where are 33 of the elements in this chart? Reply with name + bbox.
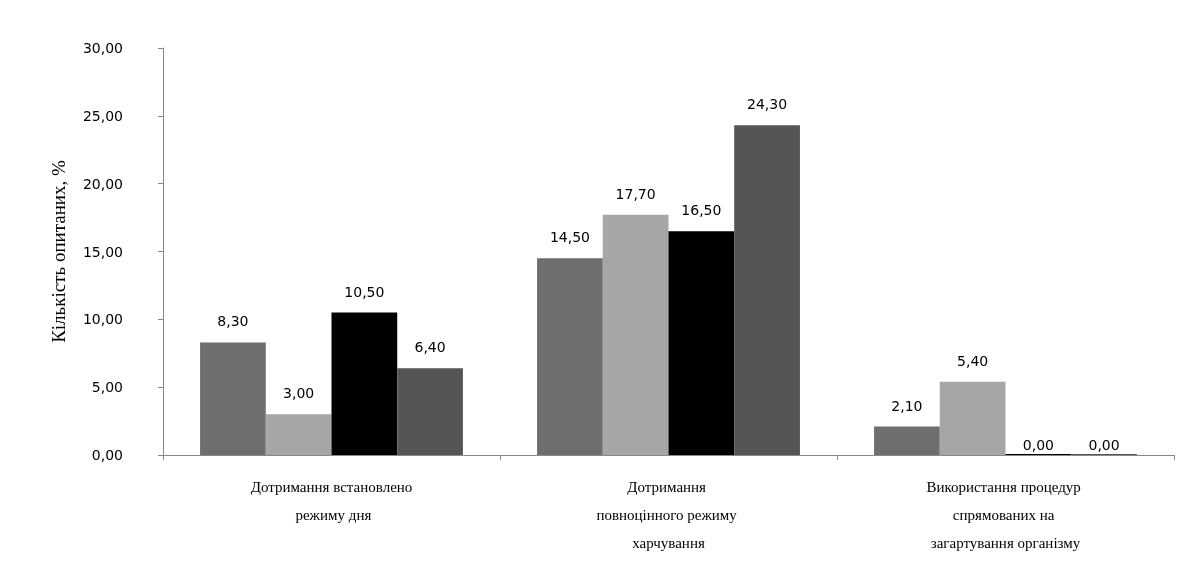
y-tick-label: 10,00 <box>82 311 123 328</box>
data-label: 5,40 <box>957 352 989 369</box>
y-tick-label: 25,00 <box>82 107 123 124</box>
data-label: 10,50 <box>344 283 385 300</box>
data-label: 0,00 <box>1022 437 1054 453</box>
data-label: 14,50 <box>549 229 590 246</box>
data-label: 6,40 <box>414 339 446 356</box>
y-tick-label: 30,00 <box>82 40 123 56</box>
bar <box>331 312 398 455</box>
data-label: 2,10 <box>891 397 923 414</box>
bar <box>397 368 463 455</box>
y-tick-label: 20,00 <box>82 175 123 192</box>
bar <box>265 414 332 455</box>
x-tick-label: Дотримання встановлено режиму дня <box>250 479 413 523</box>
bar <box>874 426 940 455</box>
bar <box>939 381 1006 455</box>
bar <box>602 214 669 455</box>
data-label: 0,00 <box>1088 437 1120 453</box>
x-tick-label: Використання процедур спрямованих на загартування організму <box>926 479 1085 551</box>
bar <box>734 125 800 455</box>
x-tick-label: Дотримання повноцінного режиму харчування <box>596 479 741 551</box>
y-tick-label: 5,00 <box>91 379 123 396</box>
bar <box>537 258 603 455</box>
bar <box>200 342 266 455</box>
data-label: 16,50 <box>681 202 722 219</box>
bar <box>668 231 735 455</box>
data-label: 17,70 <box>615 185 656 202</box>
y-tick-label: 0,00 <box>91 447 123 463</box>
data-label: 24,30 <box>747 96 788 113</box>
data-label: 8,30 <box>217 313 249 330</box>
y-axis-title: Кількість опитаних, % <box>48 159 69 343</box>
y-tick-label: 15,00 <box>82 243 123 260</box>
data-label: 3,00 <box>283 385 315 402</box>
